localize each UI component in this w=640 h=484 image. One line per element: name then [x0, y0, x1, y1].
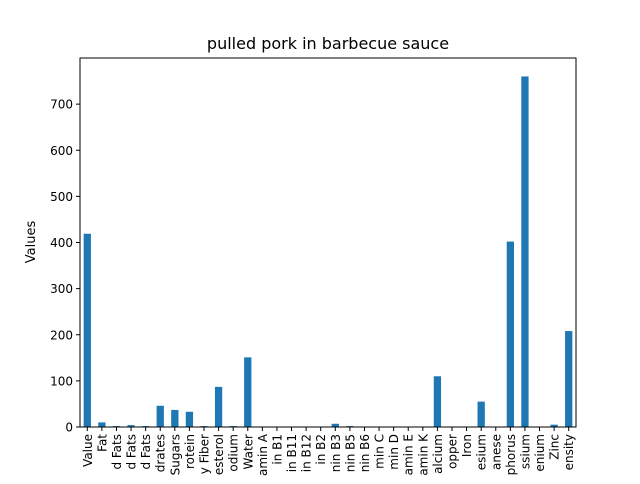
- bars: [84, 76, 573, 427]
- x-tick-label: Sugars: [168, 434, 182, 475]
- bar: [98, 422, 105, 427]
- x-tick-label: opper: [446, 434, 460, 469]
- bar: [84, 234, 91, 427]
- y-tick-label: 0: [65, 421, 73, 435]
- x-tick-label: alcium: [431, 434, 445, 474]
- x-tick-label: in B1: [270, 434, 284, 465]
- x-tick-label: amin K: [416, 433, 430, 476]
- bar: [565, 331, 572, 427]
- y-tick-label: 400: [50, 236, 73, 250]
- x-tick-label: esium: [475, 434, 489, 470]
- x-tick-label: nin B3: [329, 434, 343, 472]
- y-axis-ticks: 0 100 200 300 400 500 600 700: [50, 98, 80, 435]
- x-tick-label: min D: [387, 434, 401, 470]
- bar: [478, 402, 485, 427]
- x-tick-label: d Fats: [139, 434, 153, 470]
- bar: [157, 406, 164, 427]
- y-tick-label: 200: [50, 328, 73, 342]
- x-tick-label: in B2: [314, 434, 328, 465]
- bar: [521, 76, 528, 427]
- y-tick-label: 600: [50, 144, 73, 158]
- y-tick-label: 700: [50, 98, 73, 112]
- x-tick-label: in B12: [300, 434, 314, 472]
- bar: [244, 357, 251, 427]
- bar: [171, 410, 178, 427]
- y-tick-label: 300: [50, 282, 73, 296]
- x-tick-label: y Fiber: [198, 434, 212, 474]
- x-tick-label: Iron: [460, 434, 474, 457]
- bar: [434, 376, 441, 427]
- x-tick-label: d Fats: [110, 434, 124, 470]
- plot-frame: [80, 58, 576, 427]
- x-tick-label: d Fats: [125, 434, 139, 470]
- x-tick-label: Value: [81, 434, 95, 467]
- y-tick-label: 100: [50, 374, 73, 388]
- x-tick-label: Fat: [95, 434, 109, 452]
- x-tick-label: nin B5: [343, 434, 357, 472]
- x-tick-label: enium: [533, 434, 547, 472]
- y-tick-label: 500: [50, 190, 73, 204]
- x-tick-label: min C: [373, 434, 387, 469]
- x-tick-label: phorus: [504, 434, 518, 475]
- x-tick-label: ssium: [518, 434, 532, 469]
- x-tick-label: in B11: [285, 434, 299, 472]
- x-tick-label: rotein: [183, 434, 197, 469]
- x-tick-label: amin A: [256, 433, 270, 476]
- chart-title: pulled pork in barbecue sauce: [207, 34, 449, 53]
- x-tick-label: Water: [241, 434, 255, 470]
- x-tick-label: anese: [489, 434, 503, 470]
- bar: [215, 387, 222, 427]
- x-tick-label: drates: [154, 434, 168, 472]
- bar: [507, 242, 514, 427]
- x-tick-label: esterol: [212, 434, 226, 475]
- x-tick-label: amin E: [402, 434, 416, 475]
- bar: [186, 412, 193, 427]
- x-tick-label: odium: [227, 434, 241, 472]
- y-axis-label: Values: [24, 221, 39, 264]
- x-tick-label: nin B6: [358, 434, 372, 472]
- x-tick-label: ensity: [562, 434, 576, 470]
- x-tick-label: Zinc: [548, 434, 562, 460]
